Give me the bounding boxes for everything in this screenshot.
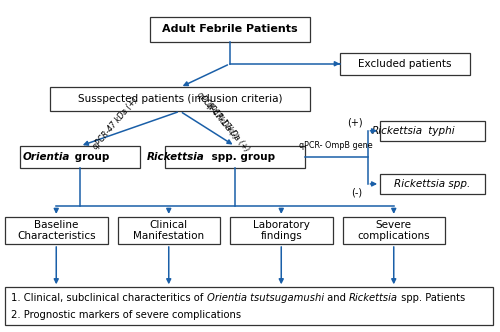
FancyBboxPatch shape [5, 287, 492, 325]
Text: 2. Prognostic markers of severe complications: 2. Prognostic markers of severe complica… [11, 310, 241, 320]
FancyBboxPatch shape [5, 217, 108, 244]
Text: Rickettsia: Rickettsia [148, 152, 205, 162]
FancyBboxPatch shape [20, 146, 140, 168]
Text: typhi: typhi [425, 126, 454, 136]
Text: and: and [324, 293, 349, 303]
FancyBboxPatch shape [50, 87, 310, 111]
Text: Laboratory
findings: Laboratory findings [253, 219, 310, 241]
Text: group: group [71, 152, 110, 162]
Text: Orientia: Orientia [22, 152, 70, 162]
Text: Baseline
Characteristics: Baseline Characteristics [17, 219, 96, 241]
FancyBboxPatch shape [150, 17, 310, 42]
Text: (-): (-) [352, 187, 362, 197]
Text: Rickettsia: Rickettsia [372, 126, 422, 136]
Text: qPCR-47kDa (-): qPCR-47kDa (-) [195, 90, 240, 141]
FancyBboxPatch shape [165, 146, 305, 168]
FancyBboxPatch shape [342, 217, 445, 244]
FancyBboxPatch shape [380, 174, 485, 194]
FancyBboxPatch shape [230, 217, 332, 244]
Text: Susspected patients (inclusion criteria): Susspected patients (inclusion criteria) [78, 94, 282, 104]
FancyBboxPatch shape [340, 53, 470, 75]
Text: Orientia tsutsugamushi: Orientia tsutsugamushi [206, 293, 324, 303]
Text: qPCR-17kDa (+): qPCR-17kDa (+) [204, 100, 251, 154]
Text: Excluded patients: Excluded patients [358, 59, 452, 69]
Text: 1. Clinical, subclinical characteritics of: 1. Clinical, subclinical characteritics … [11, 293, 206, 303]
Text: Rickettsia spp.: Rickettsia spp. [394, 179, 470, 189]
Text: spp. group: spp. group [208, 152, 274, 162]
Text: qPCR- OmpB gene: qPCR- OmpB gene [300, 140, 373, 149]
Text: (+): (+) [347, 118, 362, 127]
Text: Rickettsia: Rickettsia [349, 293, 398, 303]
Text: Adult Febrile Patients: Adult Febrile Patients [162, 24, 298, 34]
Text: Clinical
Manifestation: Clinical Manifestation [133, 219, 204, 241]
FancyBboxPatch shape [380, 121, 485, 141]
Text: spp. Patients: spp. Patients [398, 293, 465, 303]
Text: qPCR-47 kDa (+): qPCR-47 kDa (+) [91, 96, 139, 151]
FancyBboxPatch shape [118, 217, 220, 244]
Text: Severe
complications: Severe complications [358, 219, 430, 241]
